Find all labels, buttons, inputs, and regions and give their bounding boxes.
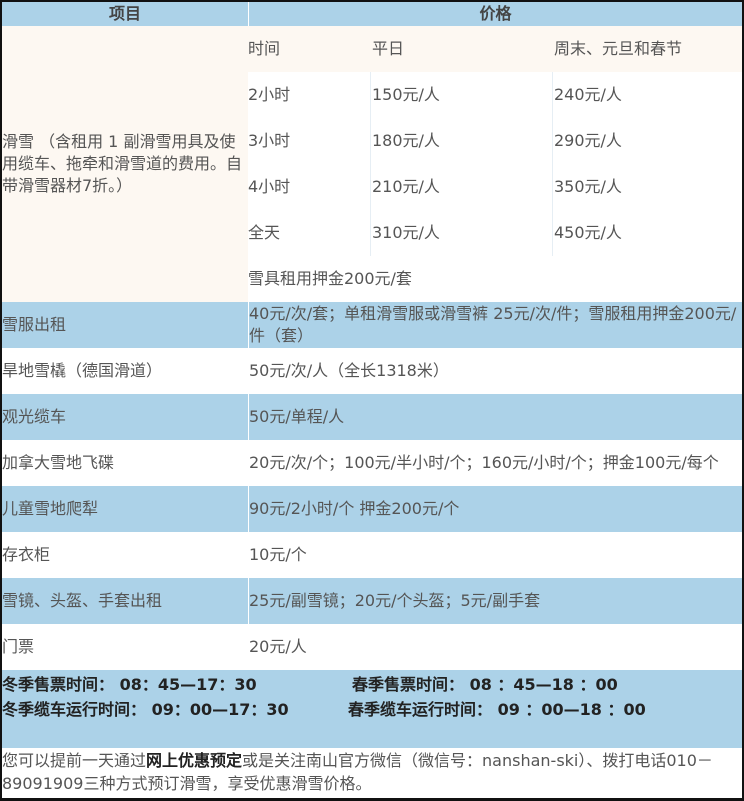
header-price: 价格 <box>249 2 742 26</box>
ski-weekday-price: 310元/人 <box>372 223 440 242</box>
ski-columns-bg <box>248 26 742 72</box>
ski-col-weekday: 平日 <box>372 39 405 58</box>
ski-col-weekend: 周末、元旦和春节 <box>554 39 683 58</box>
item-name: 加拿大雪地飞碟 <box>2 440 248 486</box>
ski-time: 全天 <box>248 223 281 242</box>
ski-weekend-price: 350元/人 <box>554 177 622 196</box>
ski-col-time: 时间 <box>248 39 281 58</box>
item-price: 20元/人 <box>249 624 742 670</box>
footer-note: 您可以提前一天通过网上优惠预定或是关注南山官方微信（微信号：nanshan-sk… <box>2 748 742 795</box>
footer-text: 您可以提前一天通过 <box>2 751 147 770</box>
item-price: 10元/个 <box>249 532 742 578</box>
spring-ticket-hours: 春季售票时间： 08 ：45—18 ：00 <box>352 675 618 694</box>
ski-weekend-price: 450元/人 <box>554 223 622 242</box>
ski-deposit: 雪具租用押金200元/套 <box>248 269 412 288</box>
item-price: 20元/次/个；100元/半小时/个；160元/小时/个；押金100元/每个 <box>249 440 742 486</box>
hours-panel: 冬季售票时间： 08：45—17：30 春季售票时间： 08 ：45—18 ：0… <box>2 670 742 748</box>
item-name: 雪镜、头盔、手套出租 <box>2 578 248 624</box>
footer-text: 或是关注南山官方微信（微信号：nanshan-ski）、拨打电话010－8909… <box>2 751 713 793</box>
item-price: 50元/单程/人 <box>249 394 742 440</box>
item-price: 50元/次/人（全长1318米） <box>249 348 742 394</box>
winter-ticket-hours: 冬季售票时间： 08：45—17：30 <box>2 675 257 694</box>
ski-weekday-price: 180元/人 <box>372 131 440 150</box>
item-name: 门票 <box>2 624 248 670</box>
ski-weekend-price: 290元/人 <box>554 131 622 150</box>
winter-cable-hours: 冬季缆车运行时间： 09：00—17：30 <box>2 700 289 719</box>
item-name: 儿童雪地爬犁 <box>2 486 248 532</box>
divider <box>552 72 553 256</box>
item-price: 90元/2小时/个 押金200元/个 <box>249 486 742 532</box>
item-name: 旱地雪橇（德国滑道） <box>2 348 248 394</box>
spring-cable-hours: 春季缆车运行时间： 09 ：00—18 ：00 <box>348 700 646 719</box>
header-item: 项目 <box>2 2 248 26</box>
item-name: 雪服出租 <box>2 302 248 348</box>
ski-weekday-price: 210元/人 <box>372 177 440 196</box>
online-booking-link[interactable]: 网上优惠预定 <box>146 751 243 770</box>
ski-weekend-price: 240元/人 <box>554 85 622 104</box>
ski-time: 3小时 <box>248 131 291 150</box>
item-name: 存衣柜 <box>2 532 248 578</box>
ski-label: 滑雪 （含租用 1 副滑雪用具及使用缆车、拖牵和滑雪道的费用。自带滑雪器材7折。… <box>2 26 248 302</box>
item-price: 25元/副雪镜；20元/个头盔；5元/副手套 <box>249 578 742 624</box>
ski-time: 4小时 <box>248 177 291 196</box>
ski-time: 2小时 <box>248 85 291 104</box>
ski-weekday-price: 150元/人 <box>372 85 440 104</box>
item-price: 40元/次/套；单租滑雪服或滑雪裤 25元/次/件；雪服租用押金200元/件（套… <box>249 302 742 348</box>
item-name: 观光缆车 <box>2 394 248 440</box>
divider <box>370 72 371 256</box>
